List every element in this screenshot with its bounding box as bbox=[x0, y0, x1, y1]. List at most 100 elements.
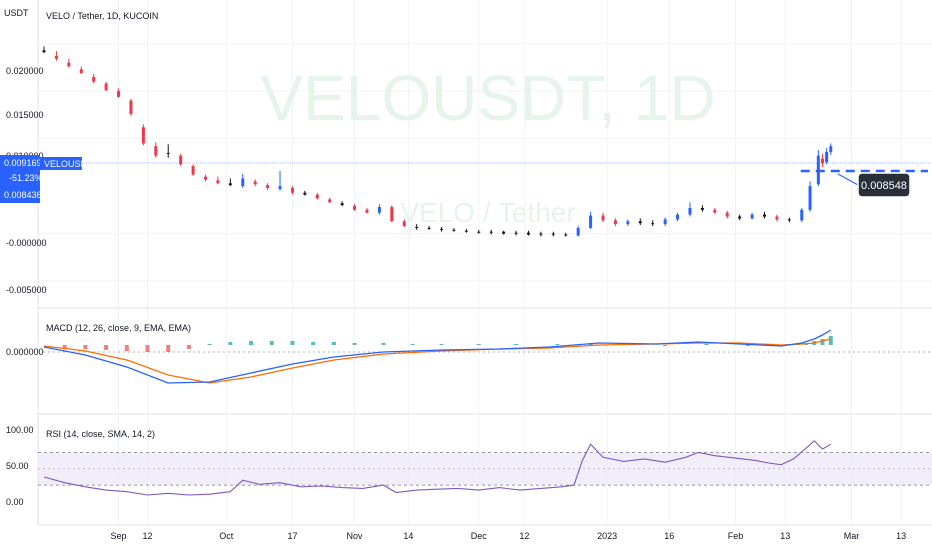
time-tick-label: Feb bbox=[728, 531, 744, 541]
candle-body bbox=[526, 232, 530, 235]
current-price-value: 0.009169 bbox=[4, 158, 42, 168]
candle-body bbox=[564, 234, 568, 236]
candle-body bbox=[829, 146, 833, 152]
candle-body bbox=[576, 227, 580, 236]
candle-body bbox=[626, 221, 630, 225]
candle-body bbox=[253, 181, 257, 185]
candle-body bbox=[464, 230, 468, 232]
candle-body bbox=[42, 50, 46, 53]
macd-histogram-bar bbox=[704, 344, 709, 345]
macd-histogram-bar bbox=[663, 345, 668, 346]
price-annotation[interactable] bbox=[800, 169, 928, 186]
rsi-line bbox=[43, 440, 832, 496]
candle-body bbox=[365, 209, 369, 213]
macd-histogram-bar bbox=[331, 342, 336, 345]
macd-line bbox=[43, 329, 832, 384]
current-price-secondary: 0.008436 bbox=[4, 190, 42, 200]
candle-body bbox=[203, 176, 207, 180]
candle-body bbox=[315, 194, 319, 199]
macd-tick: 0.000000 bbox=[6, 347, 44, 357]
candle-body bbox=[427, 227, 431, 229]
candle-body bbox=[800, 209, 804, 221]
candle-body bbox=[377, 207, 381, 213]
candle-body bbox=[651, 223, 655, 225]
macd-histogram-bar bbox=[228, 342, 233, 345]
macd-histogram-bar bbox=[745, 345, 750, 346]
candle-body bbox=[415, 226, 419, 228]
time-tick-label: 17 bbox=[287, 531, 297, 541]
candle-body bbox=[613, 220, 617, 225]
candle-body bbox=[104, 83, 108, 91]
callout-connector bbox=[837, 173, 859, 186]
macd-histogram-bar bbox=[207, 344, 212, 345]
macd-histogram-bar bbox=[311, 342, 316, 345]
chart-title[interactable]: VELO / Tether, 1D, KUCOIN bbox=[46, 11, 158, 21]
time-tick-label: 13 bbox=[780, 531, 790, 541]
price-tick: 0.015000 bbox=[6, 110, 44, 120]
candle-body bbox=[477, 231, 481, 233]
candle-body bbox=[79, 69, 83, 74]
symbol-badge-label: VELOUSDT bbox=[44, 159, 93, 169]
watermark-symbol: VELOUSDT, 1D bbox=[260, 62, 715, 134]
candle-body bbox=[688, 207, 692, 215]
candle-body bbox=[514, 232, 518, 234]
candle-body bbox=[502, 231, 506, 234]
macd-histogram-bar bbox=[166, 345, 171, 352]
macd-lines bbox=[43, 329, 832, 384]
candle-body bbox=[601, 215, 605, 221]
macd-histogram-bar bbox=[83, 345, 88, 349]
candle-body bbox=[663, 219, 667, 225]
candle-body bbox=[489, 231, 493, 233]
macd-histogram-bar bbox=[352, 343, 357, 345]
symbol-badge[interactable] bbox=[40, 157, 82, 170]
candle-body bbox=[390, 207, 394, 222]
candle-body bbox=[228, 183, 232, 186]
macd-histogram-bar bbox=[269, 341, 274, 345]
price-callout-label: 0.008548 bbox=[861, 180, 907, 192]
candle-body bbox=[117, 91, 121, 97]
candle-body bbox=[589, 215, 593, 228]
candle-body bbox=[166, 152, 170, 154]
rsi-tick: 100.00 bbox=[6, 425, 34, 435]
time-tick-label: 2023 bbox=[597, 531, 617, 541]
time-tick-label: 13 bbox=[896, 531, 906, 541]
time-tick-label: Mar bbox=[844, 531, 860, 541]
candle-body bbox=[241, 178, 245, 187]
candle-body bbox=[700, 207, 704, 210]
candle-body bbox=[440, 228, 444, 230]
rsi-pane bbox=[38, 440, 932, 496]
candle-body bbox=[825, 151, 829, 163]
time-tick-label: Nov bbox=[347, 531, 364, 541]
current-price-box[interactable] bbox=[0, 155, 40, 203]
candle-body bbox=[92, 76, 96, 82]
time-axis[interactable]: Sep 12 Oct 17 Nov 14 Dec 12 2023 16 Feb 13 Mar 13 bbox=[111, 531, 907, 541]
candle-body bbox=[738, 216, 742, 219]
candle-body bbox=[750, 214, 754, 219]
price-tick: 0.020000 bbox=[6, 66, 44, 76]
candle-body bbox=[763, 214, 767, 217]
candle-body bbox=[179, 155, 183, 165]
macd-label[interactable]: MACD (12, 26, close, 9, EMA, EMA) bbox=[46, 323, 191, 333]
candle-body bbox=[141, 127, 145, 144]
candle-body bbox=[353, 206, 357, 210]
macd-histogram-bar bbox=[410, 344, 415, 345]
macd-histogram-bar bbox=[186, 345, 191, 349]
candle-body bbox=[290, 188, 294, 193]
candle-body bbox=[191, 166, 195, 175]
candle-body bbox=[808, 186, 812, 210]
macd-histogram-bar bbox=[104, 345, 109, 350]
macd-histogram-bar bbox=[476, 344, 481, 345]
candle-body bbox=[676, 214, 680, 220]
rsi-label[interactable]: RSI (14, close, SMA, 14, 2) bbox=[46, 429, 155, 439]
candle-body bbox=[452, 229, 456, 231]
current-price-change: -51.23% bbox=[9, 173, 43, 183]
macd-histogram-bar bbox=[249, 341, 254, 345]
candle-body bbox=[713, 209, 717, 213]
macd-histogram-bar bbox=[290, 341, 295, 345]
price-callout[interactable] bbox=[857, 172, 911, 198]
macd-histogram-bar bbox=[62, 345, 67, 348]
candle-body bbox=[775, 216, 779, 220]
time-tick-label: 16 bbox=[664, 531, 674, 541]
